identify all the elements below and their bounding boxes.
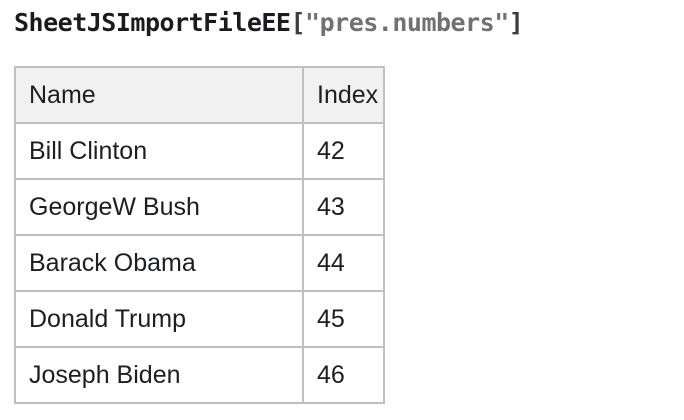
cell-name: Joseph Biden xyxy=(14,346,304,404)
column-header-index: Index xyxy=(302,66,385,124)
cell-name: Bill Clinton xyxy=(14,122,304,180)
cell-name: Barack Obama xyxy=(14,234,304,292)
presidents-table: Name Index Bill Clinton 42 GeorgeW Bush … xyxy=(14,66,385,404)
table-row: GeorgeW Bush 43 xyxy=(14,178,385,236)
cell-index: 44 xyxy=(302,234,385,292)
cell-name: Donald Trump xyxy=(14,290,304,348)
cell-index: 46 xyxy=(302,346,385,404)
table-header-row: Name Index xyxy=(14,66,385,124)
title-close-bracket: ] xyxy=(508,8,524,37)
table-row: Bill Clinton 42 xyxy=(14,122,385,180)
cell-name: GeorgeW Bush xyxy=(14,178,304,236)
table-row: Donald Trump 45 xyxy=(14,290,385,348)
title-string-argument: "pres.numbers" xyxy=(305,8,509,37)
cell-index: 43 xyxy=(302,178,385,236)
page: SheetJSImportFileEE["pres.numbers"] Name… xyxy=(14,6,684,404)
cell-index: 45 xyxy=(302,290,385,348)
table-row: Joseph Biden 46 xyxy=(14,346,385,404)
column-header-name: Name xyxy=(14,66,304,124)
page-title: SheetJSImportFileEE["pres.numbers"] xyxy=(14,6,684,40)
cell-index: 42 xyxy=(302,122,385,180)
title-function-name: SheetJSImportFileEE xyxy=(14,8,291,37)
table-row: Barack Obama 44 xyxy=(14,234,385,292)
title-open-bracket: [ xyxy=(290,8,306,37)
